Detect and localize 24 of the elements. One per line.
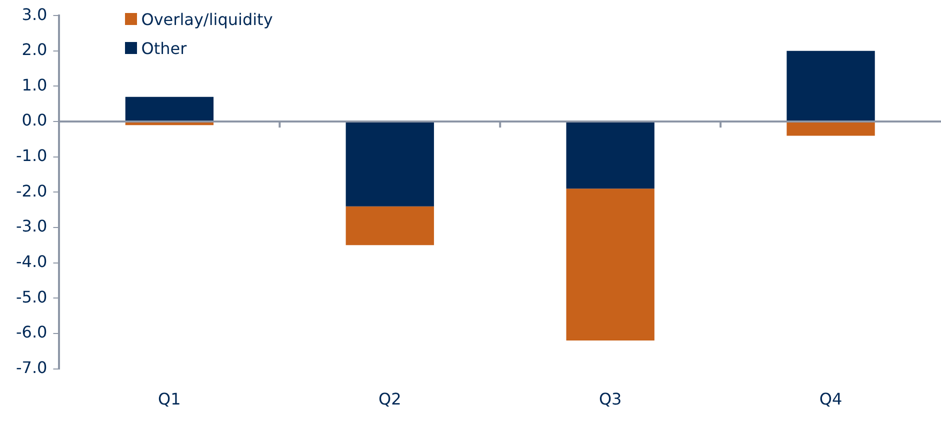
- y-tick-label: -3.0: [16, 216, 48, 236]
- y-tick-label: -6.0: [16, 322, 48, 342]
- bar: [346, 206, 434, 246]
- y-tick-label: 1.0: [22, 75, 48, 94]
- bar: [125, 96, 214, 122]
- bar: [786, 50, 875, 122]
- y-tick-label: -2.0: [16, 181, 48, 200]
- y-tick-label: -4.0: [16, 252, 48, 271]
- y-tick-label: -1.0: [16, 146, 48, 166]
- bar: [566, 122, 654, 189]
- bar: [786, 122, 875, 136]
- y-tick-label: -7.0: [16, 358, 48, 377]
- y-tick-label: 3.0: [22, 4, 48, 24]
- y-tick-label: 0.0: [22, 110, 48, 130]
- y-tick-label: -5.0: [16, 287, 48, 306]
- x-tick-label: Q4: [819, 390, 842, 409]
- bar: [566, 188, 654, 341]
- x-tick-label: Q1: [158, 390, 181, 409]
- legend-label: Overlay/liquidity: [141, 10, 273, 29]
- x-tick-label: Q3: [598, 390, 622, 409]
- y-tick-label: 2.0: [22, 40, 48, 60]
- legend-label: Other: [141, 38, 187, 58]
- bar: [346, 122, 434, 206]
- x-tick-label: Q2: [378, 390, 402, 409]
